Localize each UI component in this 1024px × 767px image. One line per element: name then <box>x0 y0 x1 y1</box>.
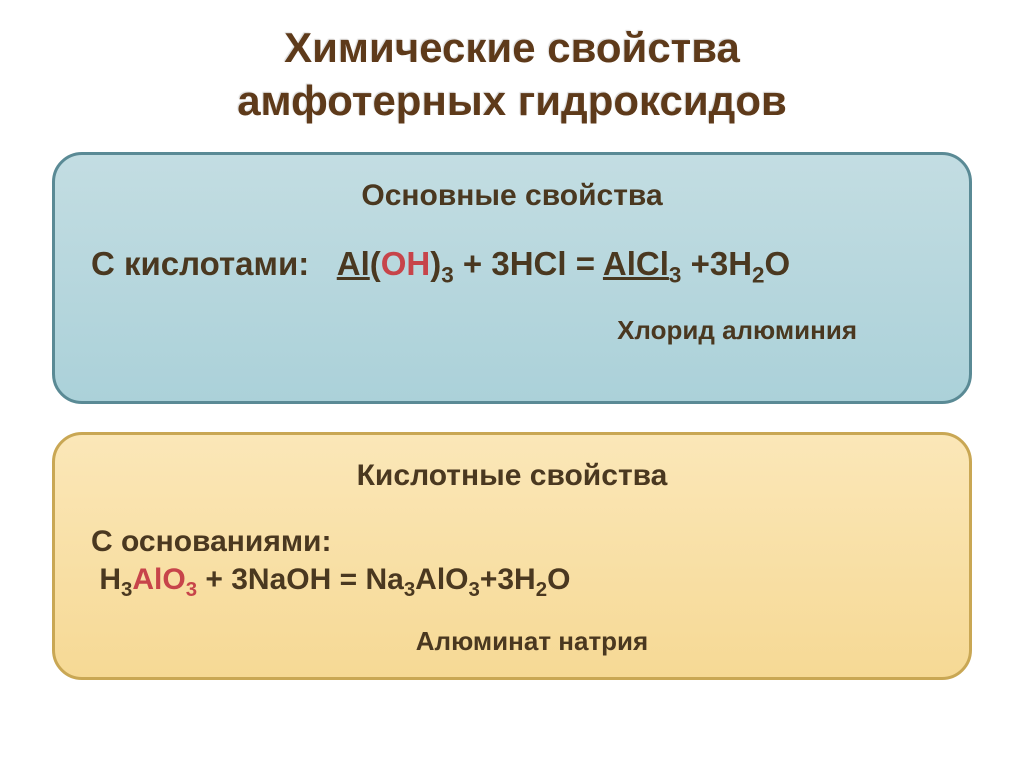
r2-h2-sub: 2 <box>536 579 547 601</box>
acid-prefix: С кислотами: <box>91 245 309 282</box>
r1-oh-sub: 3 <box>441 263 453 288</box>
r1-paren-open: ( <box>370 245 381 282</box>
r1-alcl-sub: 3 <box>669 263 681 288</box>
base-reaction-wrapper: С основаниями: H3AlO3 + 3NaOH = Na3AlO3+… <box>91 525 937 602</box>
r2-na-sub: 3 <box>404 579 415 601</box>
base-product: Алюминат натрия <box>127 626 937 657</box>
r2-alo2: AlO <box>415 563 468 596</box>
acid-reaction: С кислотами: Al(OH)3 + 3HCl = AlCl3 +3H2… <box>91 245 937 289</box>
title-line2: амфотерных гидроксидов <box>0 75 1024 128</box>
r2-h-sub: 3 <box>121 579 132 601</box>
r1-oh: OH <box>381 245 431 282</box>
r2-alo: AlO <box>132 563 185 596</box>
acid-product: Хлорид алюминия <box>87 315 857 346</box>
r2-plus1: + 3NaOH = Na <box>197 563 404 596</box>
acidic-section-label: Кислотные свойства <box>87 459 937 493</box>
r1-paren-close: ) <box>430 245 441 282</box>
r1-h2-sub: 2 <box>752 263 764 288</box>
r2-alo-sub: 3 <box>186 579 197 601</box>
basic-properties-card: Основные свойства С кислотами: Al(OH)3 +… <box>52 152 972 404</box>
basic-section-label: Основные свойства <box>87 179 937 213</box>
acidic-properties-card: Кислотные свойства С основаниями: H3AlO3… <box>52 432 972 680</box>
r1-plus2: +3H <box>681 245 752 282</box>
r2-h: H <box>99 563 121 596</box>
r1-alcl: AlCl <box>603 245 669 282</box>
page-title: Химические свойства амфотерных гидроксид… <box>0 0 1024 152</box>
base-reaction: H3AlO3 + 3NaOH = Na3AlO3+3H2O <box>91 563 937 602</box>
r1-o: O <box>765 245 791 282</box>
base-prefix: С основаниями: <box>91 525 937 559</box>
r1-plus1: + 3HCl = <box>454 245 603 282</box>
title-line1: Химические свойства <box>0 22 1024 75</box>
r2-plus2: +3H <box>480 563 536 596</box>
r2-o: O <box>547 563 570 596</box>
r2-alo2-sub: 3 <box>469 579 480 601</box>
r1-al: Al <box>337 245 370 282</box>
